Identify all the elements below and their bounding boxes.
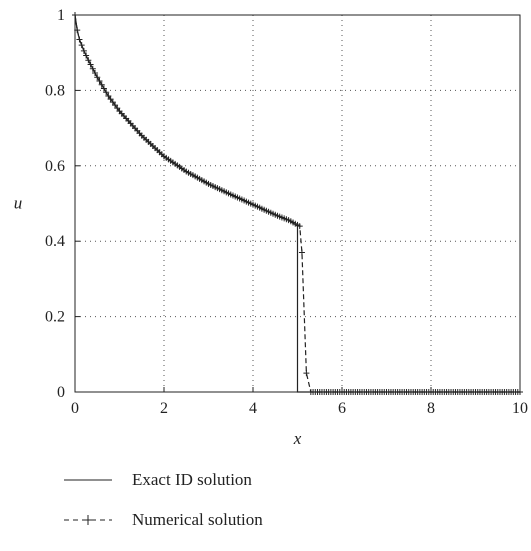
legend-item-exact: Exact ID solution [62,470,263,490]
data-point-marker [78,42,85,49]
data-point-marker [94,74,101,81]
data-point-marker [296,223,303,230]
data-point-marker [303,370,310,377]
data-point-marker [89,65,96,72]
series-line-numerical [74,14,520,393]
legend-label-exact: Exact ID solution [132,470,252,489]
legend-swatch-dashed-plus [64,515,112,525]
x-tick-label: 10 [512,400,528,417]
legend-item-numerical: Numerical solution [62,510,263,530]
data-point-marker [114,105,121,112]
data-point-marker [76,36,83,43]
y-tick-label: 0.6 [45,158,65,175]
data-point-marker [74,27,81,34]
legend-label-numerical: Numerical solution [132,510,263,529]
x-tick-label: 6 [338,400,346,417]
data-point-marker [83,52,90,59]
legend: Exact ID solution Numerical solution [62,470,263,550]
legend-swatch-solid-line [64,479,112,481]
series-layer [72,12,523,395]
x-tick-label: 4 [249,400,257,417]
data-point-marker [103,89,110,96]
data-point-marker [107,96,114,103]
y-tick-label: 0.8 [45,82,65,99]
series-line-exact [74,14,520,393]
x-tick-label: 8 [427,400,435,417]
data-point-marker [98,81,105,88]
data-point-marker [87,61,94,68]
data-point-marker [100,85,107,92]
data-point-marker [109,99,116,106]
x-tick-label: 2 [160,400,168,417]
x-tick-label: 0 [71,400,79,417]
y-tick-label: 1 [57,7,65,24]
axis-ticks: 0 2 4 6 8 10 0 0.2 0.4 0.6 0.8 1 [45,7,528,417]
data-point-marker [96,77,103,84]
data-point-marker [517,389,523,395]
data-point-marker [72,12,78,18]
y-axis-label: u [14,194,23,213]
data-point-marker [105,93,112,100]
data-point-marker [112,102,119,109]
data-point-marker [85,57,92,64]
data-point-marker [80,47,87,54]
y-tick-label: 0.2 [45,309,65,326]
data-point-marker [298,249,305,256]
grid-lines [75,15,520,392]
data-point-marker [92,69,99,76]
x-axis-label: x [293,429,302,448]
line-chart: 0 2 4 6 8 10 0 0.2 0.4 0.6 0.8 1 x u [14,7,528,448]
y-tick-label: 0.4 [45,233,65,250]
y-tick-label: 0 [57,384,65,401]
